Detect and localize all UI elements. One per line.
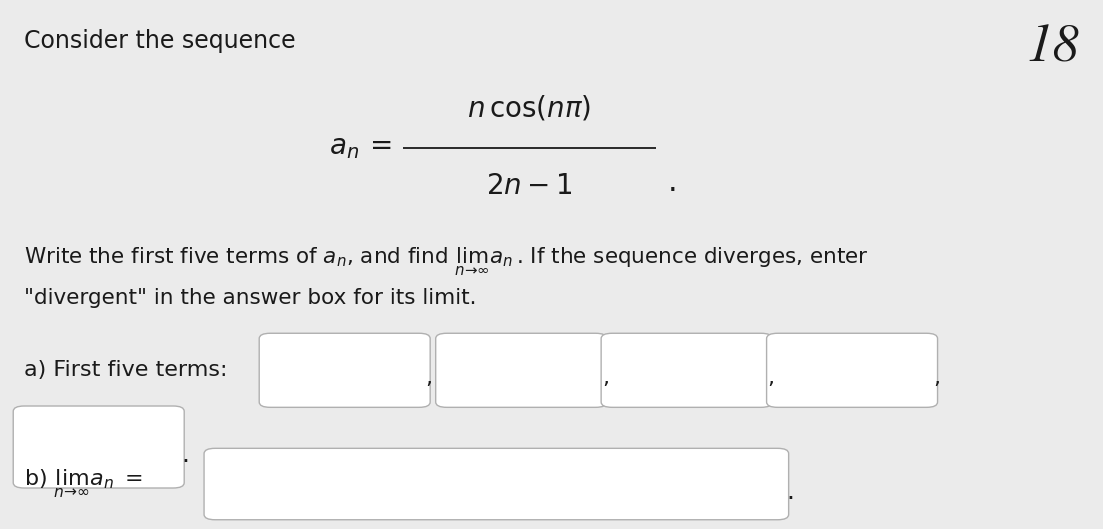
FancyBboxPatch shape xyxy=(601,333,772,407)
FancyBboxPatch shape xyxy=(259,333,430,407)
Text: b) $\lim_{n\to\infty} a_n$ =: b) $\lim_{n\to\infty} a_n$ = xyxy=(24,468,143,500)
Text: Consider the sequence: Consider the sequence xyxy=(24,29,296,53)
Text: $2n - 1$: $2n - 1$ xyxy=(486,175,572,200)
Text: ,: , xyxy=(768,368,774,388)
Text: ,: , xyxy=(426,368,432,388)
Text: $a_n\,=$: $a_n\,=$ xyxy=(329,135,392,161)
Text: "divergent" in the answer box for its limit.: "divergent" in the answer box for its li… xyxy=(24,288,476,308)
Text: $n\,\cos(n\pi)$: $n\,\cos(n\pi)$ xyxy=(468,94,591,123)
Text: .: . xyxy=(181,443,189,467)
Text: 18: 18 xyxy=(1026,24,1079,72)
Text: ,: , xyxy=(602,368,609,388)
FancyBboxPatch shape xyxy=(13,406,184,488)
Text: .: . xyxy=(667,168,677,197)
FancyBboxPatch shape xyxy=(767,333,938,407)
Text: Write the first five terms of $a_n$, and find $\lim_{n\to\infty} a_n$. If the se: Write the first five terms of $a_n$, and… xyxy=(24,246,869,278)
FancyBboxPatch shape xyxy=(436,333,607,407)
Text: a) First five terms:: a) First five terms: xyxy=(24,360,227,380)
Text: .: . xyxy=(786,480,794,504)
FancyBboxPatch shape xyxy=(204,448,789,519)
Text: ,: , xyxy=(933,368,940,388)
